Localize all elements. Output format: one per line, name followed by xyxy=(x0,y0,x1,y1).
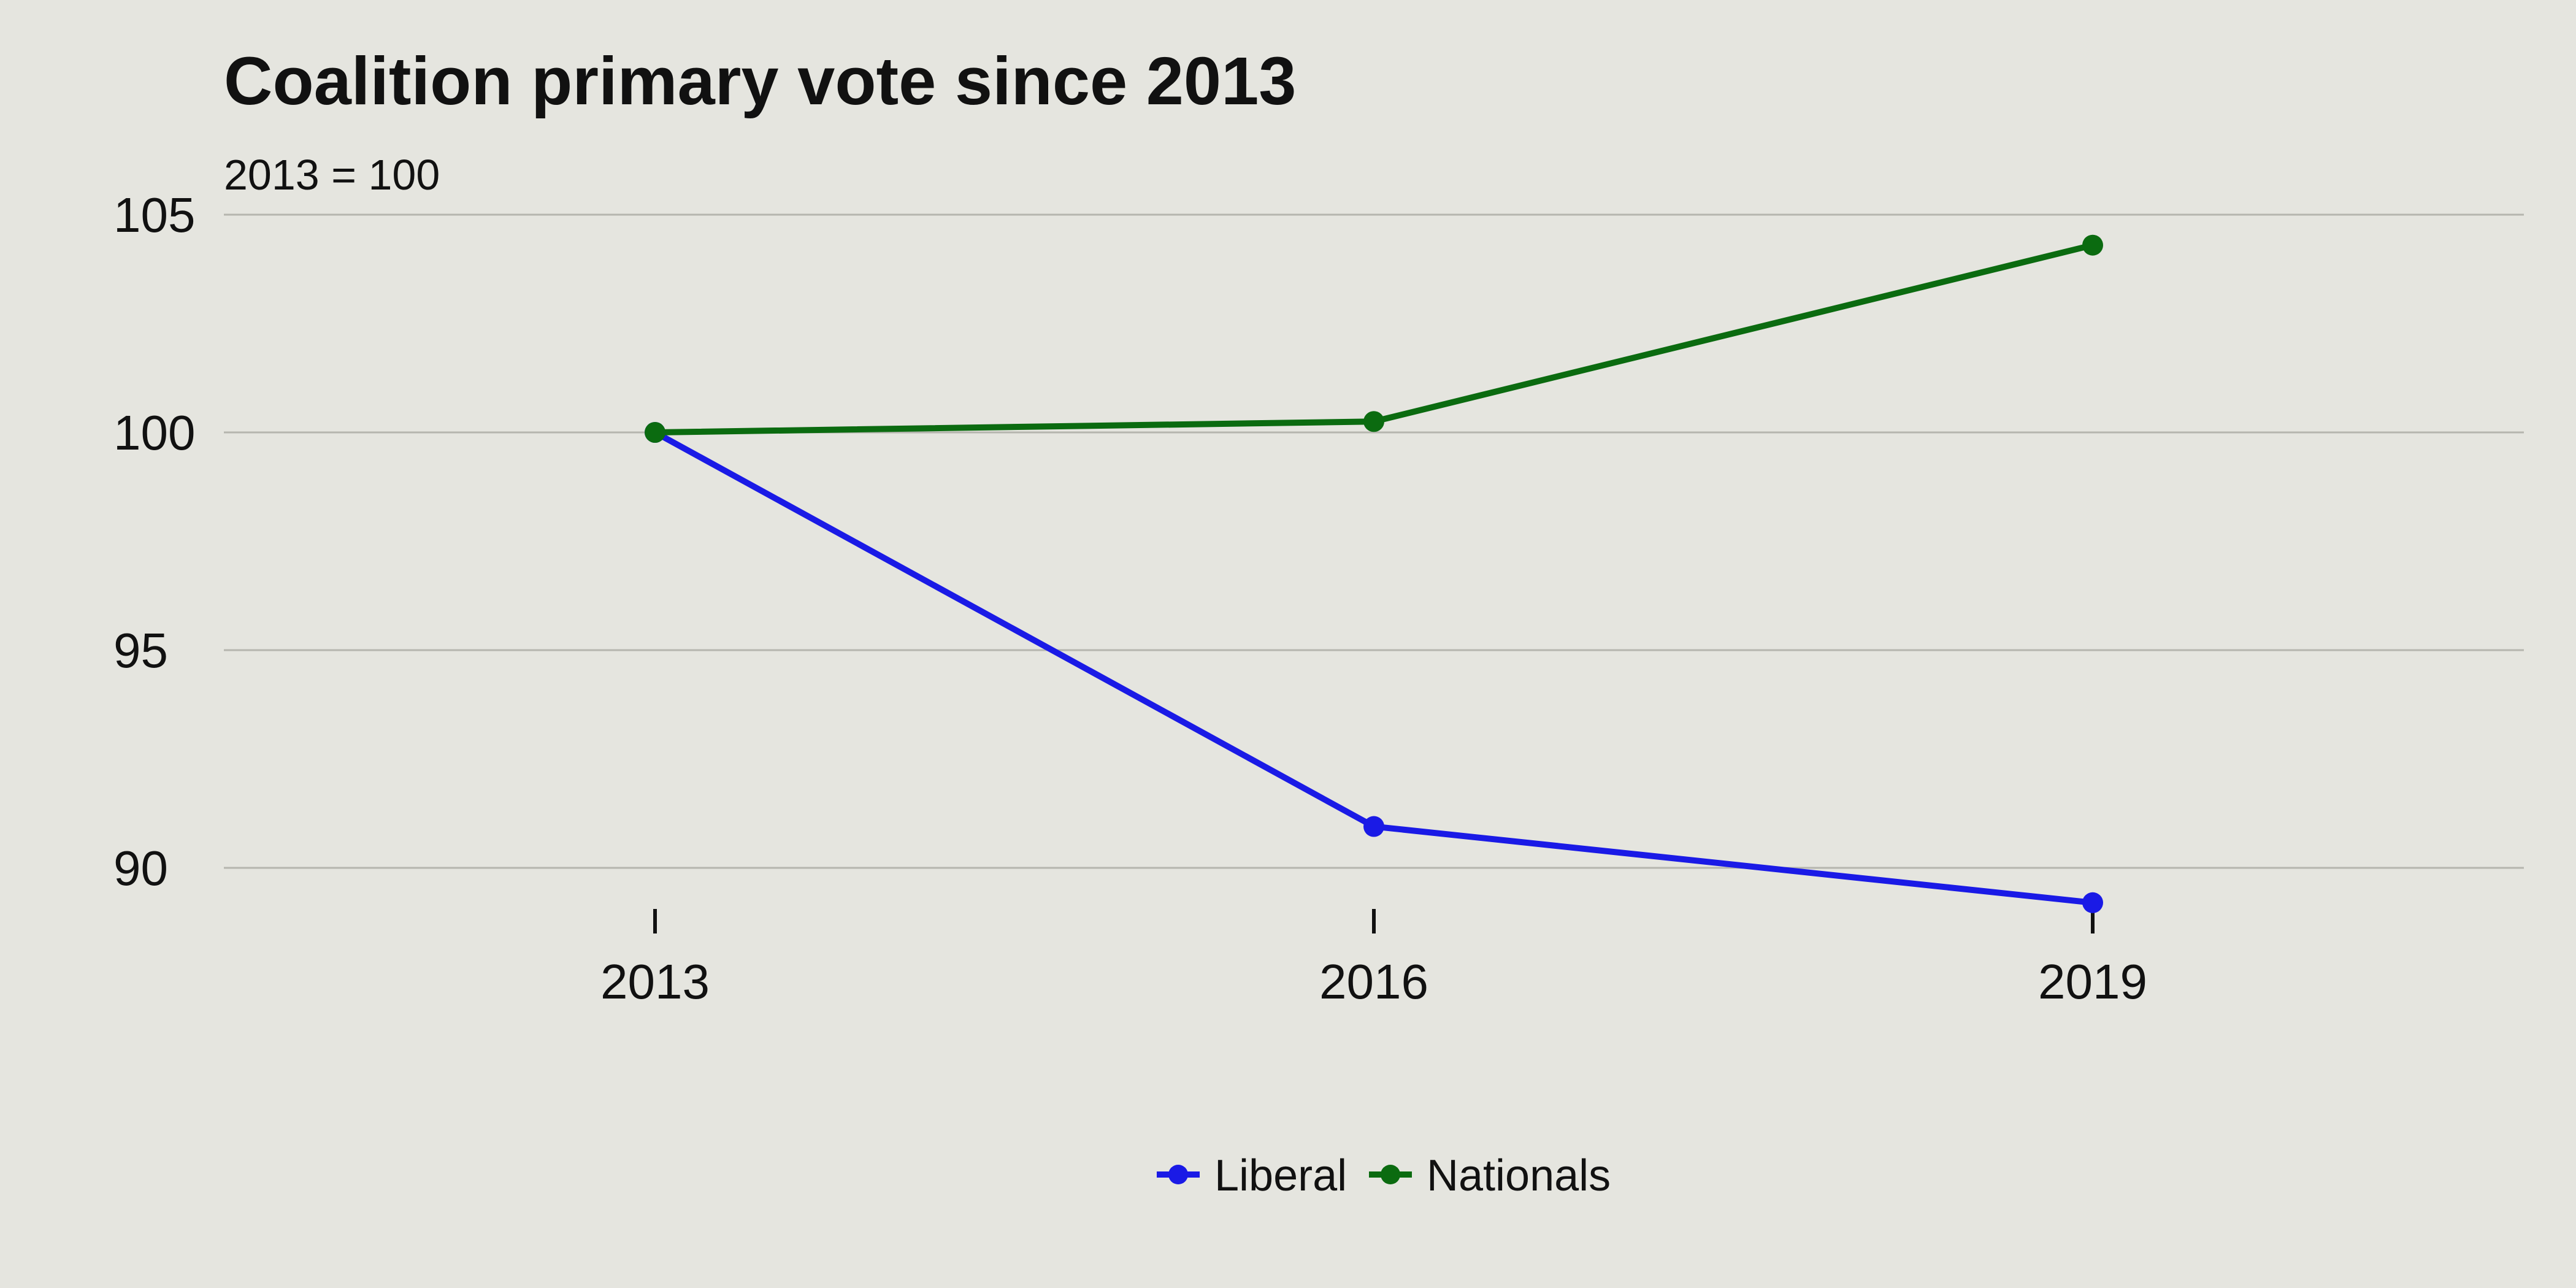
series-liberal xyxy=(645,422,2103,913)
data-point xyxy=(1363,816,1384,837)
gridlines xyxy=(224,213,2524,869)
x-tick-label: 2019 xyxy=(2038,954,2147,1009)
y-tick-label: 105 xyxy=(113,188,195,242)
legend-item-nationals: Nationals xyxy=(1369,1151,1611,1200)
data-point xyxy=(645,422,665,443)
series-lines xyxy=(645,234,2103,913)
y-tick-label: 100 xyxy=(113,405,195,460)
series-line xyxy=(652,242,2096,435)
y-axis-ticks: 90 95 100 105 xyxy=(113,188,195,895)
data-point xyxy=(1363,411,1384,432)
chart-subtitle: 2013 = 100 xyxy=(224,151,440,199)
data-point xyxy=(2082,234,2103,256)
legend-swatch-marker xyxy=(1381,1165,1400,1184)
legend-label: Liberal xyxy=(1214,1151,1347,1200)
legend: Liberal Nationals xyxy=(1157,1151,1611,1200)
y-tick-label: 95 xyxy=(113,623,168,678)
data-point xyxy=(2082,892,2103,913)
x-axis-ticks: 2013 2016 2019 xyxy=(600,909,2147,1009)
x-tick-label: 2013 xyxy=(600,954,710,1009)
series-nationals xyxy=(645,234,2103,443)
legend-label: Nationals xyxy=(1427,1151,1611,1200)
legend-swatch-marker xyxy=(1168,1165,1188,1184)
y-tick-label: 90 xyxy=(113,841,168,895)
chart-title: Coalition primary vote since 2013 xyxy=(224,44,1297,119)
legend-item-liberal: Liberal xyxy=(1157,1151,1347,1200)
x-tick-label: 2016 xyxy=(1319,954,1428,1009)
